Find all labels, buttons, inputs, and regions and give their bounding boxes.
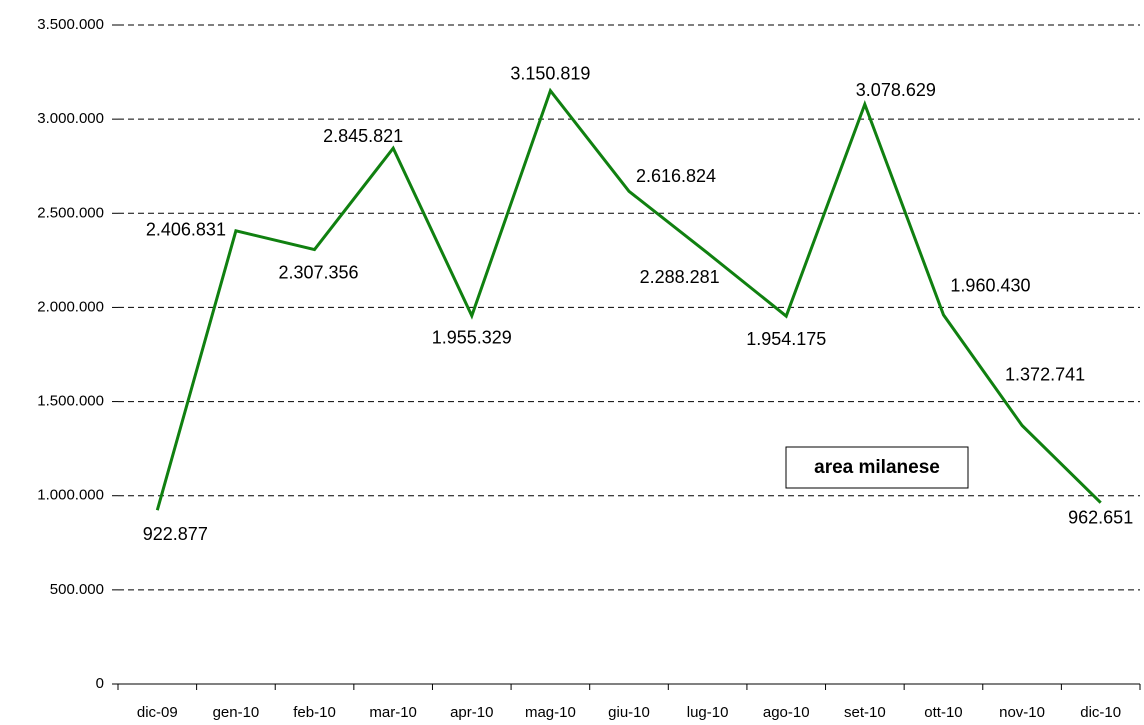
x-tick-label: apr-10	[450, 704, 493, 721]
data-label: 2.845.821	[323, 126, 403, 146]
x-tick-label: feb-10	[293, 704, 336, 721]
y-tick-label: 2.500.000	[37, 204, 104, 221]
y-tick-label: 500.000	[50, 581, 104, 598]
data-line	[155, 87, 1102, 511]
annotation-box	[785, 446, 969, 489]
data-label: 3.078.629	[856, 80, 936, 100]
y-tick-label: 2.000.000	[37, 298, 104, 315]
x-tick-label: ago-10	[763, 704, 810, 721]
data-label: 2.406.831	[146, 220, 226, 240]
data-label: 922.877	[143, 524, 208, 544]
data-label: 1.954.175	[746, 329, 826, 349]
y-tick-label: 1.500.000	[37, 393, 104, 410]
x-tick-label: ott-10	[924, 704, 962, 721]
x-tick-label: gen-10	[213, 704, 260, 721]
x-tick-label: nov-10	[999, 704, 1045, 721]
data-label: 2.307.356	[278, 262, 358, 282]
x-tick-label: dic-09	[137, 704, 178, 721]
data-label: 1.955.329	[432, 328, 512, 348]
y-tick-label: 3.000.000	[37, 110, 104, 127]
x-tick-label: dic-10	[1080, 704, 1121, 721]
data-label: 1.372.741	[1005, 364, 1085, 384]
x-tick-label: giu-10	[608, 704, 650, 721]
annotation: area milanese	[814, 457, 940, 478]
x-tick-label: lug-10	[687, 704, 729, 721]
data-label: 2.288.281	[640, 267, 720, 287]
data-label: 3.150.819	[510, 63, 590, 83]
x-tick-label: set-10	[844, 704, 886, 721]
y-tick-label: 1.000.000	[37, 487, 104, 504]
data-label: 2.616.824	[636, 166, 716, 186]
x-tick-label: mag-10	[525, 704, 576, 721]
y-tick-label: 3.500.000	[37, 16, 104, 33]
x-tick-label: mar-10	[369, 704, 417, 721]
data-label: 1.960.430	[950, 276, 1030, 296]
data-label: 962.651	[1068, 507, 1133, 527]
y-tick-label: 0	[96, 675, 104, 692]
